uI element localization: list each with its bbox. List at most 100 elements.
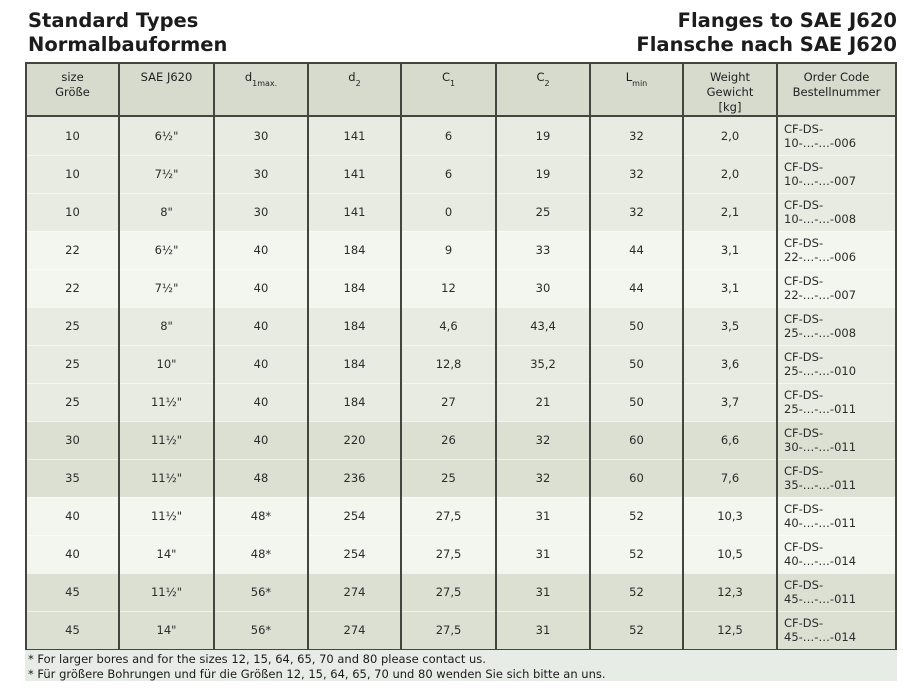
cell-weight: 3,1	[684, 269, 778, 307]
cell-c1: 12,8	[402, 345, 497, 383]
cell-d1max: 56*	[215, 573, 309, 611]
cell-size: 40	[27, 535, 120, 573]
cell-c2: 31	[497, 497, 591, 535]
cell-size: 10	[27, 117, 120, 155]
cell-size: 35	[27, 459, 120, 497]
column-header-c2: C2	[497, 64, 591, 115]
table-row: 40 14" 48* 254 27,5 31 52 10,5 CF-DS-40-…-…-014	[27, 535, 895, 573]
cell-d1max: 40	[215, 345, 309, 383]
cell-d2: 184	[309, 345, 402, 383]
cell-d1max: 40	[215, 307, 309, 345]
cell-sae-j620: 11½"	[120, 421, 215, 459]
cell-c2: 30	[497, 269, 591, 307]
cell-sae-j620: 11½"	[120, 497, 215, 535]
column-header-d2: d2	[309, 64, 402, 115]
title-english: Standard Types	[28, 9, 199, 32]
cell-c1: 27,5	[402, 535, 497, 573]
cell-lmin: 52	[591, 573, 684, 611]
cell-weight: 12,3	[684, 573, 778, 611]
cell-sae-j620: 14"	[120, 611, 215, 649]
cell-weight: 3,6	[684, 345, 778, 383]
cell-d2: 274	[309, 573, 402, 611]
cell-weight: 10,5	[684, 535, 778, 573]
cell-d2: 184	[309, 383, 402, 421]
cell-weight: 2,0	[684, 117, 778, 155]
cell-d2: 274	[309, 611, 402, 649]
cell-d2: 236	[309, 459, 402, 497]
flange-data-table: size Größe SAE J620 d1max. d2 C1 C2 Lmin…	[25, 62, 897, 651]
cell-c2: 25	[497, 193, 591, 231]
cell-sae-j620: 6½"	[120, 231, 215, 269]
cell-order-code: CF-DS-40-…-…-014	[784, 540, 857, 568]
cell-size: 25	[27, 345, 120, 383]
cell-lmin: 60	[591, 459, 684, 497]
cell-c1: 12	[402, 269, 497, 307]
cell-order-code: CF-DS-10-…-…-006	[784, 122, 857, 150]
cell-sae-j620: 11½"	[120, 383, 215, 421]
table-header-row: size Größe SAE J620 d1max. d2 C1 C2 Lmin…	[27, 64, 895, 117]
cell-c2: 31	[497, 535, 591, 573]
table-row: 30 11½" 40 220 26 32 60 6,6 CF-DS-30-…-…-011	[27, 421, 895, 459]
cell-order-code: CF-DS-22-…-…-006	[784, 236, 857, 264]
cell-c1: 6	[402, 155, 497, 193]
cell-c1: 27,5	[402, 497, 497, 535]
footnote-english: * For larger bores and for the sizes 12,…	[28, 652, 486, 666]
cell-order-code: CF-DS-40-…-…-011	[784, 502, 857, 530]
cell-weight: 2,1	[684, 193, 778, 231]
cell-d1max: 30	[215, 193, 309, 231]
cell-c1: 9	[402, 231, 497, 269]
cell-size: 10	[27, 155, 120, 193]
cell-weight: 7,6	[684, 459, 778, 497]
cell-c2: 19	[497, 155, 591, 193]
cell-size: 22	[27, 269, 120, 307]
table-row: 45 11½" 56* 274 27,5 31 52 12,3 CF-DS-45-…-…-011	[27, 573, 895, 611]
cell-d2: 184	[309, 307, 402, 345]
cell-lmin: 44	[591, 231, 684, 269]
cell-c2: 32	[497, 459, 591, 497]
cell-c2: 35,2	[497, 345, 591, 383]
cell-d2: 184	[309, 269, 402, 307]
table-row: 22 6½" 40 184 9 33 44 3,1 CF-DS-22-…-…-006	[27, 231, 895, 269]
column-header-order-code: Order Code Bestellnummer	[792, 70, 881, 99]
cell-weight: 3,5	[684, 307, 778, 345]
cell-d1max: 40	[215, 383, 309, 421]
subtitle-german: Flansche nach SAE J620	[636, 33, 897, 56]
cell-d1max: 48*	[215, 497, 309, 535]
cell-weight: 10,3	[684, 497, 778, 535]
cell-order-code: CF-DS-45-…-…-014	[784, 616, 857, 644]
table-row: 25 10" 40 184 12,8 35,2 50 3,6 CF-DS-25-…-…-010	[27, 345, 895, 383]
cell-sae-j620: 14"	[120, 535, 215, 573]
cell-d2: 141	[309, 193, 402, 231]
column-header-c1: C1	[402, 64, 497, 115]
column-header-weight: Weight Gewicht [kg]	[684, 64, 778, 115]
cell-lmin: 32	[591, 155, 684, 193]
cell-c1: 27	[402, 383, 497, 421]
cell-size: 25	[27, 383, 120, 421]
cell-size: 45	[27, 573, 120, 611]
cell-c2: 21	[497, 383, 591, 421]
cell-d2: 141	[309, 155, 402, 193]
column-header-sae-j620: SAE J620	[120, 64, 215, 115]
cell-order-code: CF-DS-45-…-…-011	[784, 578, 857, 606]
cell-weight: 3,7	[684, 383, 778, 421]
cell-order-code: CF-DS-30-…-…-011	[784, 426, 857, 454]
column-header-size: size Größe	[27, 64, 120, 115]
cell-c2: 33	[497, 231, 591, 269]
cell-order-code: CF-DS-25-…-…-011	[784, 388, 857, 416]
cell-lmin: 60	[591, 421, 684, 459]
cell-lmin: 44	[591, 269, 684, 307]
subtitle-english: Flanges to SAE J620	[677, 9, 897, 32]
cell-sae-j620: 7½"	[120, 269, 215, 307]
cell-weight: 6,6	[684, 421, 778, 459]
cell-sae-j620: 11½"	[120, 459, 215, 497]
cell-order-code: CF-DS-25-…-…-010	[784, 350, 857, 378]
column-header-lmin: Lmin	[591, 64, 684, 115]
cell-d2: 254	[309, 497, 402, 535]
table-row: 10 8" 30 141 0 25 32 2,1 CF-DS-10-…-…-008	[27, 193, 895, 231]
cell-size: 25	[27, 307, 120, 345]
table-body: 10 6½" 30 141 6 19 32 2,0 CF-DS-10-…-…-006 10 7½" 3…	[27, 117, 895, 649]
cell-lmin: 32	[591, 117, 684, 155]
cell-order-code: CF-DS-10-…-…-007	[784, 160, 857, 188]
cell-d1max: 40	[215, 231, 309, 269]
table-row: 22 7½" 40 184 12 30 44 3,1 CF-DS-22-…-…-007	[27, 269, 895, 307]
